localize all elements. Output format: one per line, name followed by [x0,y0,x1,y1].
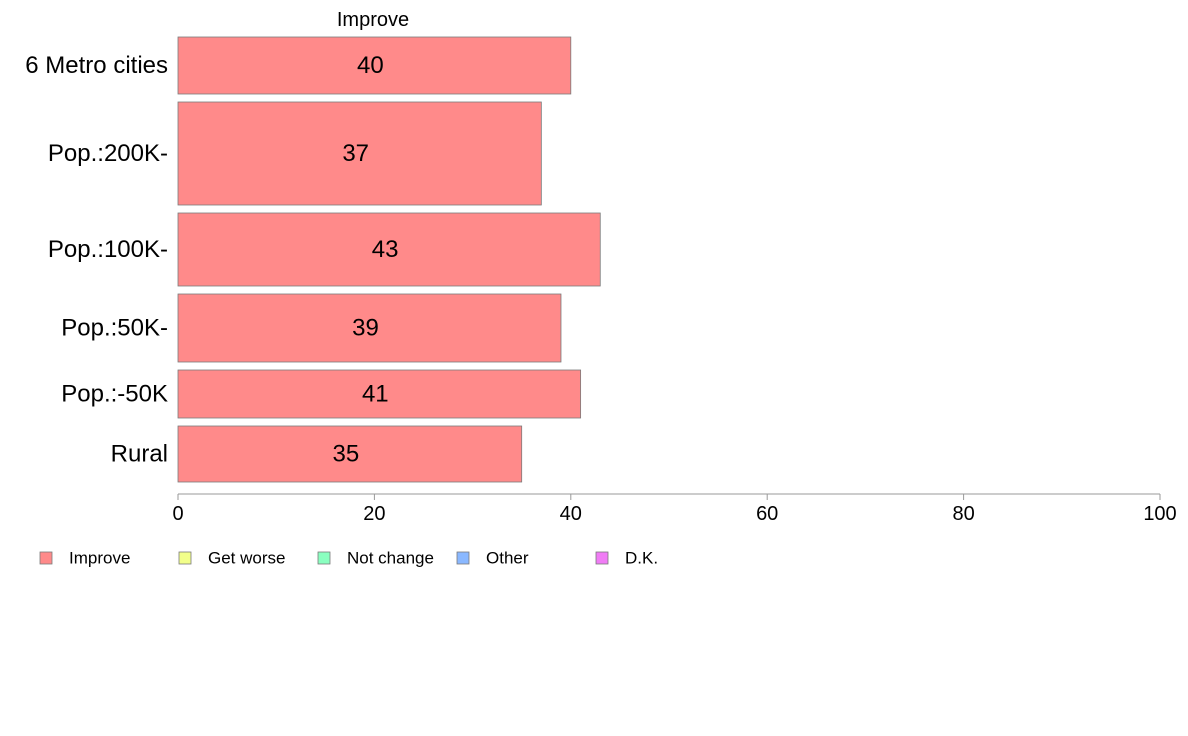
legend: Improve Get worse Not change Other D.K. [39,549,658,568]
legend-label: Not change [347,549,434,568]
x-tick-label: 60 [756,503,778,525]
legend-swatch [456,551,470,565]
x-tick-label: 20 [363,503,385,525]
series-title: Improve [337,9,409,31]
bar-segment [177,425,523,483]
legend-swatch [595,551,609,565]
category-label: Pop.:-50K [61,381,168,408]
category-label: Pop.:50K- [61,315,168,342]
data-label: 39 [352,315,379,342]
category-label: Pop.:200K- [48,140,168,167]
data-label: 41 [362,381,389,408]
category-label: 6 Metro cities [25,52,168,79]
bar-segment [177,212,601,287]
x-tick-label: 80 [952,503,974,525]
bar-segment [177,293,562,363]
data-label: 43 [372,236,399,263]
x-tick-label: 0 [172,503,183,525]
legend-label: D.K. [625,549,658,568]
data-label: 40 [357,52,384,79]
x-axis: 0 20 40 60 80 100 [172,493,1177,525]
bars: 6 Metro cities 40 Pop.:200K- 37 Pop.:100K- 43… [25,36,601,483]
data-label: 37 [342,140,369,167]
data-label: 35 [332,441,359,468]
legend-label: Get worse [208,549,285,568]
category-label: Rural [111,441,168,468]
legend-label: Improve [69,549,130,568]
legend-swatch [39,551,53,565]
bar-segment [177,101,542,206]
x-tick-label: 100 [1143,503,1176,525]
bar-segment [177,36,572,95]
category-label: Pop.:100K- [48,236,168,263]
x-tick-label: 40 [560,503,582,525]
legend-swatch [317,551,331,565]
bar-segment [177,369,582,419]
legend-label: Other [486,549,529,568]
legend-swatch [178,551,192,565]
